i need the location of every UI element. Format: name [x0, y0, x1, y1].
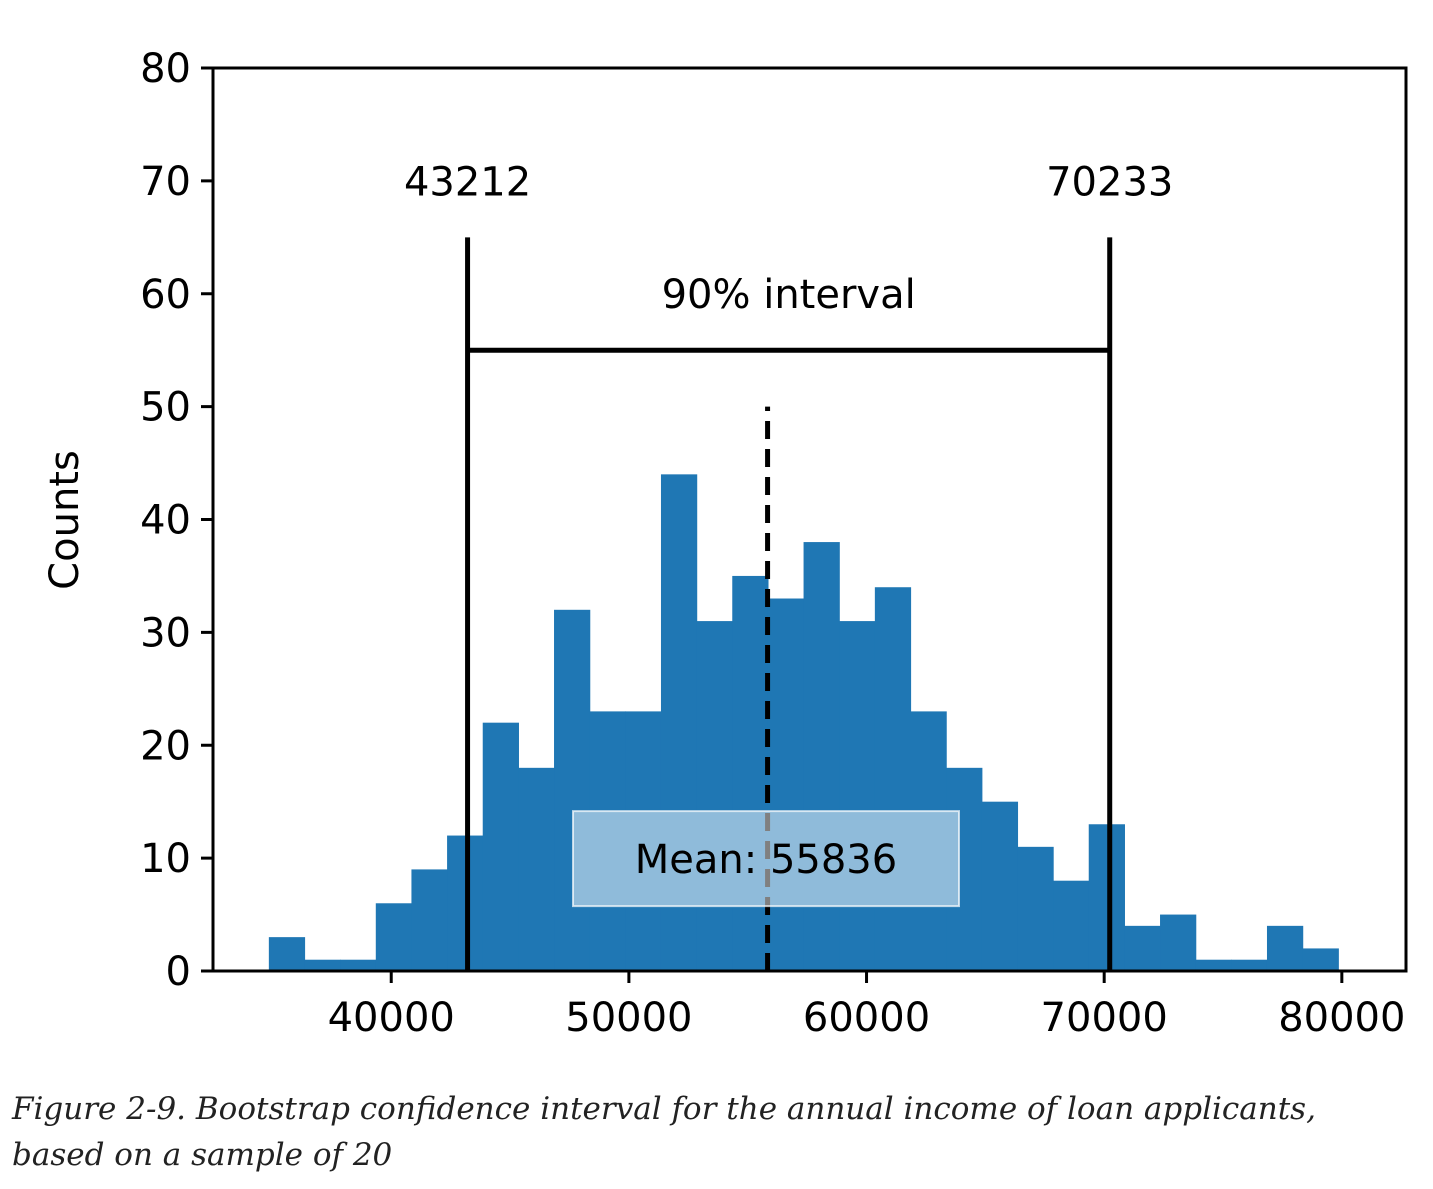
y-tick-label: 30 [140, 610, 191, 656]
y-tick-label: 0 [166, 949, 191, 995]
histogram-bar [1266, 925, 1304, 971]
axis-ticks: 40000 50000 60000 70000 80000 0 10 20 30 40 50 60 70… [140, 46, 1405, 1041]
x-tick-label: 80000 [1278, 995, 1405, 1041]
histogram-bar [839, 621, 876, 971]
histogram-bar [1053, 880, 1090, 971]
histogram-bar [411, 869, 448, 971]
histogram-bar [874, 587, 912, 971]
histogram-chart: 43212 70233 90% interval Mean: 55836 40000 5… [42, 46, 1408, 1041]
y-tick-label: 10 [140, 836, 191, 882]
histogram-bar [767, 598, 805, 971]
interval-lower-label: 43212 [404, 159, 531, 205]
caption-line-1: Figure 2-9. Bootstrap confidence interva… [12, 1091, 1316, 1127]
histogram-bar [375, 903, 413, 971]
interval-label: 90% interval [662, 272, 916, 318]
histogram-bar [482, 722, 519, 971]
y-tick-label: 60 [140, 272, 191, 318]
histogram-bar [554, 609, 591, 971]
x-tick-label: 70000 [1041, 995, 1168, 1041]
histogram-bar [340, 959, 377, 971]
histogram-bar [732, 575, 769, 971]
histogram-bar [1302, 948, 1339, 971]
mean-label: Mean: 55836 [635, 837, 897, 883]
histogram-bar [1195, 959, 1232, 971]
histogram-bar [518, 767, 555, 971]
caption-line-2: based on a sample of 20 [12, 1137, 393, 1173]
y-tick-label: 80 [140, 46, 191, 92]
x-tick-label: 60000 [803, 995, 930, 1041]
histogram-bar [1124, 925, 1161, 971]
y-tick-label: 70 [140, 159, 191, 205]
y-axis-label: Counts [42, 450, 88, 590]
histogram-bar [1160, 914, 1197, 971]
mean-label-box [572, 810, 960, 908]
histogram-bar [268, 937, 306, 971]
x-tick-label: 50000 [565, 995, 692, 1041]
figure-caption: Figure 2-9. Bootstrap confidence interva… [12, 1086, 1412, 1178]
histogram-bar [1088, 824, 1125, 971]
histogram-bar [981, 801, 1019, 971]
histogram-bar [1231, 959, 1268, 971]
x-tick-label: 40000 [328, 995, 455, 1041]
y-tick-label: 50 [140, 385, 191, 431]
histogram-bar [696, 621, 733, 971]
interval-upper-label: 70233 [1046, 159, 1173, 205]
y-tick-label: 40 [140, 498, 191, 544]
histogram-bar [304, 959, 341, 971]
annotations: 43212 70233 90% interval Mean: 55836 [404, 159, 1173, 971]
histogram-bar [1017, 846, 1054, 971]
y-tick-label: 20 [140, 723, 191, 769]
